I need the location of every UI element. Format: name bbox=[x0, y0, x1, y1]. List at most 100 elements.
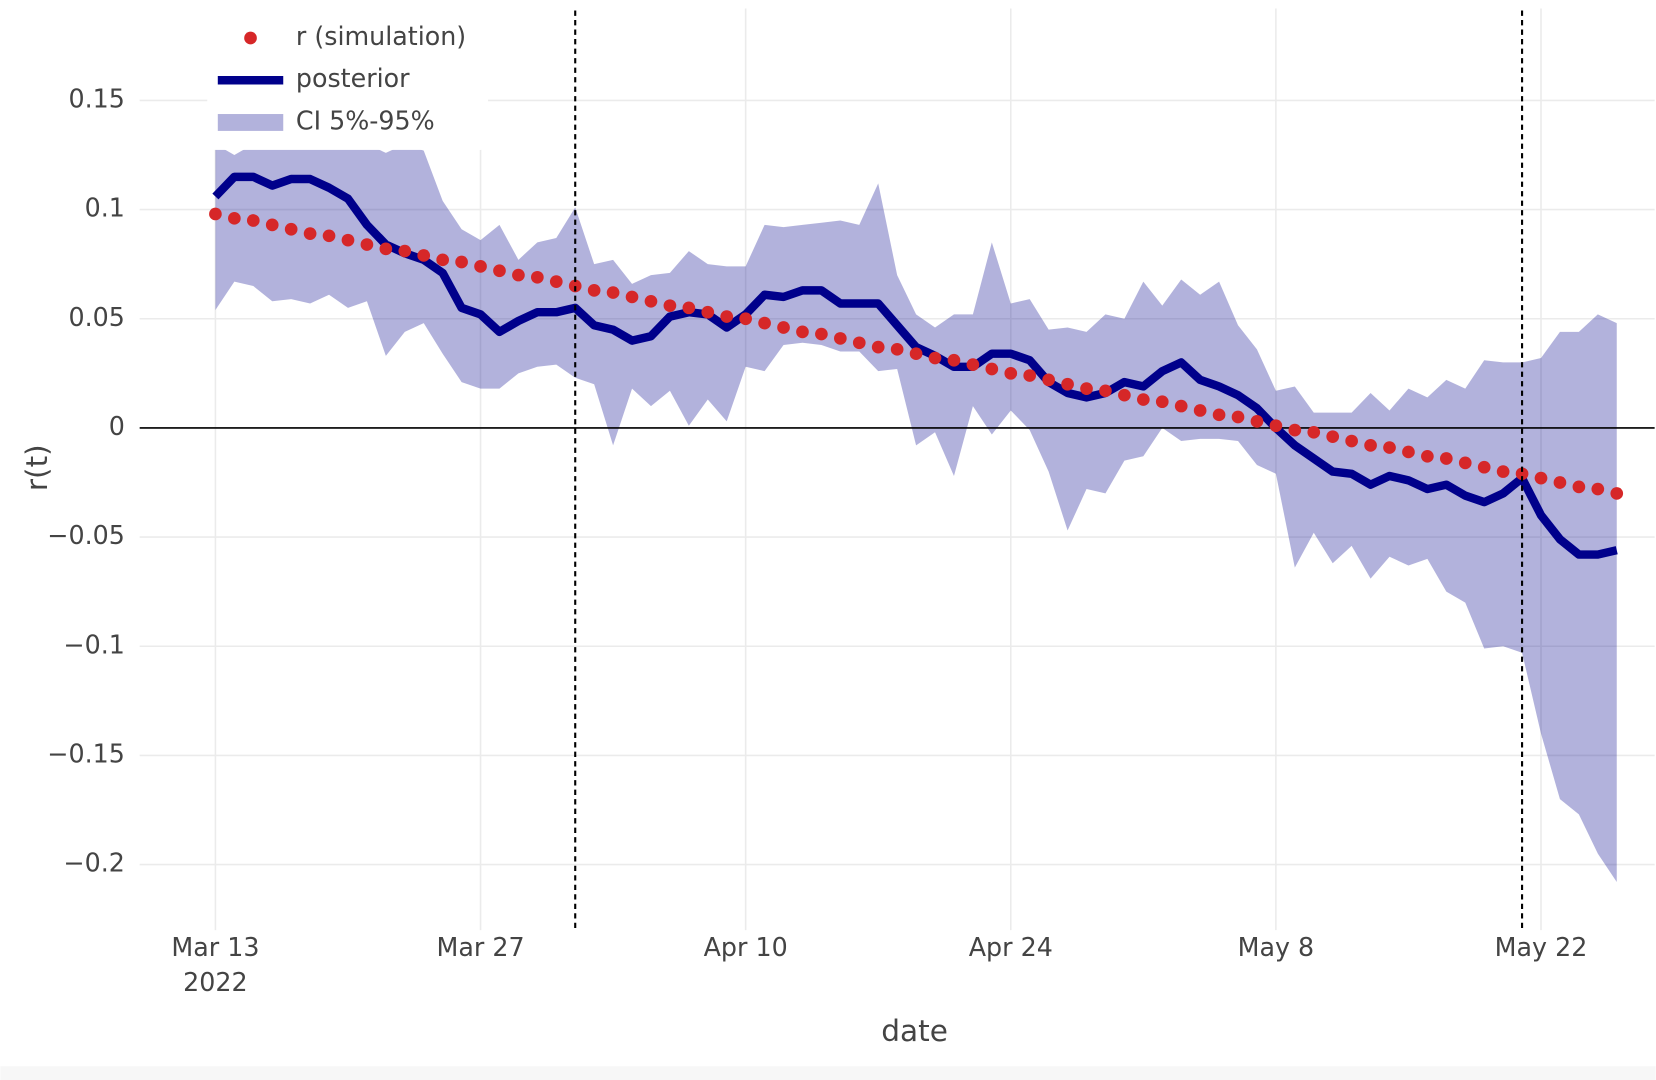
sim-point bbox=[474, 260, 487, 273]
sim-point bbox=[1572, 480, 1586, 494]
y-tick-label: −0.05 bbox=[47, 520, 125, 550]
sim-point bbox=[1458, 456, 1472, 470]
legend-label: CI 5%-95% bbox=[296, 105, 435, 135]
sim-point bbox=[1383, 441, 1396, 454]
sim-point bbox=[549, 275, 563, 288]
sim-point bbox=[985, 362, 999, 376]
sim-point bbox=[815, 327, 828, 341]
x-tick-label: Mar 13 2022 bbox=[171, 932, 259, 997]
sim-point bbox=[890, 342, 904, 356]
sim-point bbox=[322, 229, 336, 243]
sim-point bbox=[1515, 467, 1529, 481]
sim-point bbox=[1212, 408, 1226, 422]
y-axis-title: r(t) bbox=[20, 444, 54, 491]
x-tick-line: Apr 10 bbox=[704, 932, 788, 962]
sim-point bbox=[1610, 487, 1624, 500]
x-tick-line: May 22 bbox=[1495, 932, 1588, 962]
sim-point bbox=[777, 321, 790, 334]
sim-point bbox=[1288, 423, 1302, 437]
sim-point bbox=[1439, 452, 1453, 465]
sim-point bbox=[909, 347, 923, 361]
sim-point bbox=[1402, 445, 1415, 459]
sim-point bbox=[417, 249, 431, 262]
sim-point bbox=[682, 301, 696, 315]
sim-point bbox=[1250, 415, 1264, 428]
x-tick-line: Mar 27 bbox=[436, 932, 524, 962]
legend-label: r (simulation) bbox=[296, 21, 466, 51]
grid bbox=[139, 8, 1655, 931]
y-tick-label: −0.15 bbox=[47, 738, 125, 768]
y-tick-label: −0.2 bbox=[63, 848, 125, 878]
sim-point bbox=[341, 233, 355, 247]
sim-point bbox=[644, 294, 658, 308]
sim-point bbox=[871, 340, 885, 354]
sim-point bbox=[1421, 449, 1434, 463]
sim-point bbox=[436, 253, 449, 267]
sim-point bbox=[1118, 388, 1131, 402]
plot-area bbox=[139, 10, 1655, 931]
sim-point bbox=[1307, 425, 1321, 439]
sim-point bbox=[512, 268, 525, 282]
sim-point bbox=[209, 207, 222, 221]
sim-point bbox=[720, 310, 734, 323]
x-axis-title: date bbox=[881, 1014, 948, 1048]
x-tick-line: 2022 bbox=[183, 967, 247, 997]
legend-box bbox=[207, 0, 489, 150]
sim-point bbox=[493, 264, 506, 278]
y-tick-label: 0.05 bbox=[68, 302, 124, 332]
y-tick-label: −0.1 bbox=[63, 629, 125, 659]
sim-point bbox=[625, 290, 639, 304]
sim-point bbox=[966, 358, 980, 371]
x-tick-label: Apr 10 bbox=[704, 932, 788, 962]
sim-point bbox=[1174, 399, 1188, 413]
sim-point bbox=[379, 242, 393, 256]
sim-point bbox=[1193, 404, 1207, 417]
sim-point bbox=[1553, 476, 1567, 489]
sim-point bbox=[531, 270, 544, 284]
sim-point bbox=[1345, 434, 1358, 448]
sim-point bbox=[1023, 369, 1037, 382]
x-tick-line: May 8 bbox=[1238, 932, 1315, 962]
sim-point bbox=[834, 332, 847, 345]
sim-point bbox=[1477, 460, 1491, 474]
x-tick-label: Mar 27 bbox=[436, 932, 524, 962]
sim-point bbox=[568, 279, 582, 293]
sim-point bbox=[606, 286, 620, 299]
sim-point bbox=[246, 214, 260, 227]
sim-point bbox=[1534, 471, 1548, 485]
legend: r (simulation) posterior CI 5%-95% bbox=[207, 0, 489, 150]
sim-point bbox=[455, 255, 468, 269]
sim-point bbox=[265, 218, 279, 232]
sim-point bbox=[1136, 393, 1150, 406]
legend-label: posterior bbox=[296, 63, 410, 93]
sim-point bbox=[1042, 373, 1055, 387]
sim-point bbox=[398, 244, 412, 258]
ci-band bbox=[215, 139, 1617, 883]
sim-point bbox=[1061, 377, 1074, 391]
sim-point bbox=[587, 284, 601, 297]
posterior-line bbox=[212, 172, 1618, 559]
sim-point bbox=[1591, 482, 1605, 496]
sim-point bbox=[758, 316, 771, 330]
sim-point bbox=[1080, 382, 1093, 395]
y-tick-label: 0.1 bbox=[85, 193, 125, 223]
sim-point bbox=[928, 351, 942, 365]
sim-point bbox=[852, 336, 866, 350]
y-tick-label: 0 bbox=[109, 411, 125, 441]
x-tick-label: May 22 bbox=[1495, 932, 1588, 962]
sim-point bbox=[1364, 439, 1377, 452]
sim-point bbox=[1004, 367, 1018, 380]
sim-point bbox=[228, 211, 241, 225]
sim-point bbox=[701, 305, 715, 319]
sim-point bbox=[1099, 384, 1112, 398]
sim-point bbox=[1496, 465, 1510, 478]
sim-point bbox=[1326, 430, 1340, 443]
sim-point bbox=[360, 238, 374, 251]
sim-point bbox=[663, 299, 677, 312]
sim-point bbox=[1231, 410, 1245, 424]
sim-point bbox=[303, 227, 317, 240]
sim-point bbox=[1269, 419, 1283, 433]
sim-point bbox=[739, 312, 752, 326]
x-tick-line: Apr 24 bbox=[969, 932, 1053, 962]
